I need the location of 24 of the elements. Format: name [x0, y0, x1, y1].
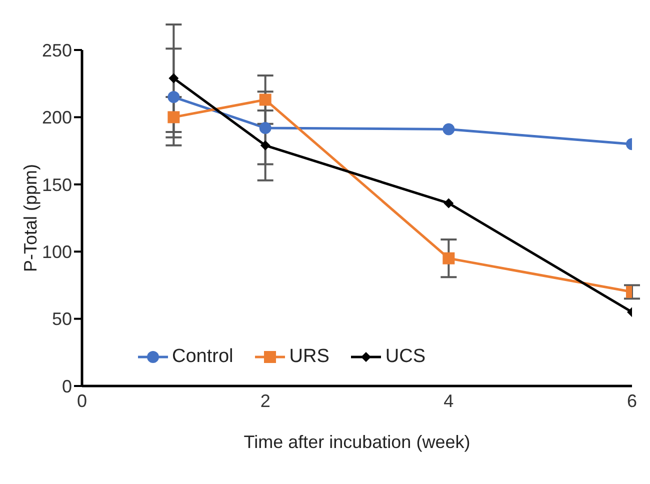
point — [168, 111, 180, 124]
point — [259, 122, 272, 134]
y-tick-label: 100 — [42, 242, 72, 262]
point — [168, 91, 180, 104]
x-tick-label: 0 — [76, 390, 88, 411]
y-tick-label: 250 — [42, 40, 72, 60]
point — [444, 198, 454, 208]
legend-label: Control — [172, 346, 234, 368]
x-tick-label: 4 — [444, 390, 454, 411]
point — [260, 140, 270, 150]
y-axis-title: P-Total (ppm) — [20, 164, 40, 272]
point — [442, 123, 455, 136]
point — [442, 252, 455, 264]
point — [168, 73, 179, 84]
legend-label: URS — [289, 346, 330, 368]
y-tick-label: 0 — [62, 376, 72, 396]
y-tick-label: 150 — [42, 174, 72, 195]
y-tick-label: 200 — [42, 108, 72, 128]
y-tick-label: 50 — [52, 309, 72, 330]
point — [259, 94, 272, 106]
x-tick-label: 6 — [626, 390, 638, 411]
x-axis-title: Time after incubation (week) — [244, 432, 470, 452]
legend-label: UCS — [385, 346, 426, 368]
x-tick-label: 2 — [260, 390, 270, 411]
